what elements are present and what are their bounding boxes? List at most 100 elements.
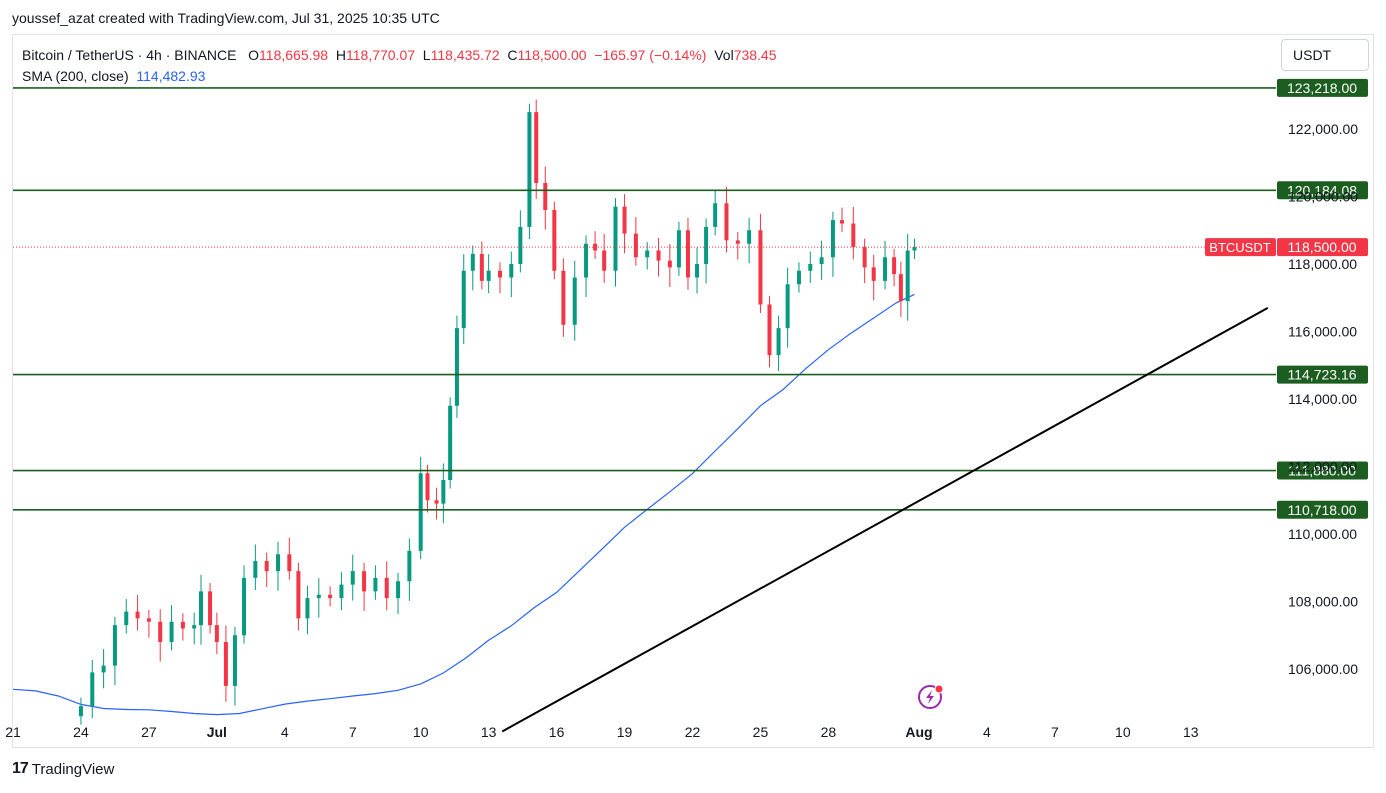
chart-caption: youssef_azat created with TradingView.co… [12,10,440,26]
tradingview-logo[interactable]: 17 TradingView [12,760,114,778]
candle-body [339,584,344,599]
price-tick-label: 116,000.00 [1288,324,1357,340]
candle [593,231,598,259]
level-price-badge [1277,500,1368,519]
low-label: L [422,47,431,63]
symbol-badge-label: BTCUSDT [1209,240,1270,255]
volume-label: Vol [714,47,734,63]
candle [724,186,729,253]
candle-body [198,591,203,626]
candle-body [808,264,813,271]
price-tick-label: 110,000.00 [1288,526,1357,542]
candle [518,210,523,273]
time-tick-label: 10 [1115,724,1131,740]
candle [486,254,491,294]
candle-body [158,621,163,642]
time-tick-label: 13 [1183,724,1199,740]
candle [169,605,174,651]
candle-body [169,621,174,642]
high-value: 118,770.07 [345,47,416,63]
candle [470,245,475,291]
candle [685,217,690,290]
candle-body [685,230,690,278]
candle [851,206,856,260]
level-price-label: 120,184.08 [1287,182,1357,198]
price-tick-label: 122,000.00 [1288,121,1358,137]
time-tick-label: 27 [141,724,157,740]
candle-body [454,328,459,406]
lightning-bolt-icon[interactable] [918,684,944,709]
candle-body [839,220,844,224]
candle-body [776,328,781,356]
candle-body [264,561,269,572]
candle [296,562,301,631]
candle-body [418,473,423,551]
candle-body [704,226,709,264]
candle-body [796,270,801,285]
candle-body [713,203,718,227]
candle-body [276,554,281,572]
symbol-label[interactable]: Bitcoin / TetherUS · 4h · BINANCE [22,47,237,63]
open-value: 118,665.98 [259,47,329,63]
level-price-label: 111,880.00 [1288,463,1356,479]
time-tick-label: 13 [481,724,497,740]
candle [441,463,446,524]
candle-body [785,284,790,329]
candle-body [328,594,333,599]
candle [158,609,163,662]
candle-body [543,183,548,210]
candle-body [253,561,258,578]
candle-body [135,611,140,619]
low-value: 118,435.72 [430,47,500,63]
time-tick-label: 19 [617,724,633,740]
candle-body [819,257,824,264]
candle [912,238,917,259]
candle-body [724,203,729,241]
time-tick-label: 7 [349,724,357,740]
level-price-badge [1277,461,1368,480]
candle [101,649,106,689]
candle [497,262,502,294]
candle-body [434,500,439,504]
candle-body [373,577,378,592]
candle [384,561,389,611]
candle-body [667,260,672,268]
candle [735,231,740,260]
candle [543,166,548,230]
high-label: H [335,47,346,63]
candle [305,585,310,635]
candle-body [572,277,577,325]
candle-body [242,577,247,636]
candle-body [656,250,661,261]
level-price-label: 114,723.16 [1287,367,1356,383]
candle [454,315,459,418]
candle-body [486,270,491,281]
candle-body [461,270,466,329]
candle [758,213,763,313]
sma-label[interactable]: SMA (200, close) [22,68,129,84]
candle-body [192,625,197,629]
sma-row: SMA (200, close) 114,482.93 [22,66,777,87]
candle-body [747,230,752,244]
volume-value: 738.45 [733,47,777,63]
sma-line [12,293,915,716]
symbol-badge [1205,238,1276,257]
candle [819,240,824,280]
chart-frame [12,34,1374,748]
candle-body [622,206,627,234]
candle-body [695,264,700,278]
chart-legend: Bitcoin / TetherUS · 4h · BINANCE O118,6… [22,45,777,87]
level-price-badge [1277,181,1368,200]
level-price-label: 110,718.00 [1287,502,1356,518]
ascending-trendline[interactable] [501,306,1269,733]
candle [339,572,344,611]
price-tick-label: 120,000.00 [1288,189,1358,205]
candle [214,612,219,655]
candle [362,562,367,611]
time-tick-label: 4 [281,724,289,740]
time-tick-label: 25 [753,724,769,740]
candle [898,261,903,317]
currency-button[interactable]: USDT [1281,39,1369,71]
candle [645,242,650,270]
